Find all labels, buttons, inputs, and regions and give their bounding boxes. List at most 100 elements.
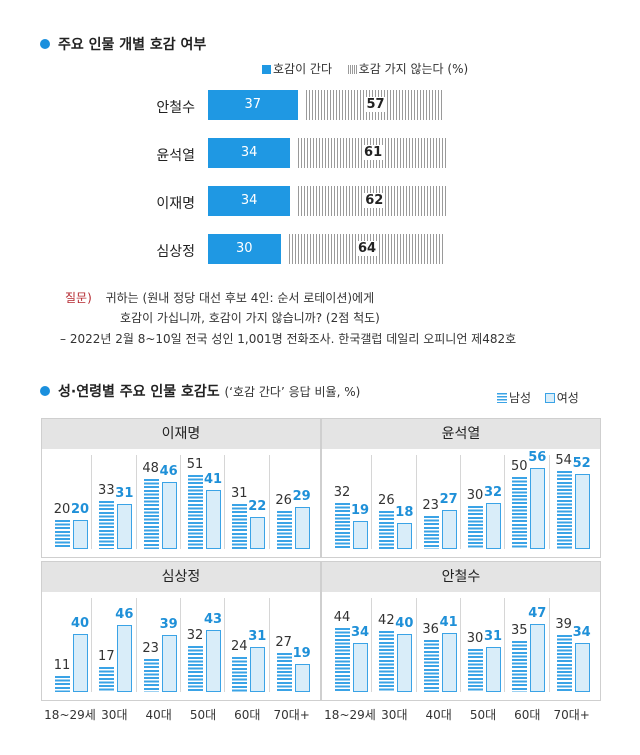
male-bar — [423, 639, 439, 692]
group-divider — [548, 455, 550, 549]
male-bar — [143, 658, 159, 692]
group-divider — [371, 455, 373, 549]
male-value-label: 51 — [186, 457, 204, 473]
age-group-label: 70대+ — [273, 708, 310, 722]
female-value-label: 22 — [248, 499, 267, 515]
panel-title: 윤석열 — [322, 419, 600, 449]
male-bar — [512, 476, 528, 549]
section2-title-text: 성·연령별 주요 인물 호감도 — [58, 384, 220, 400]
bullet-dot-icon — [40, 39, 50, 49]
female-bar — [530, 623, 546, 692]
section2-title: 성·연령별 주요 인물 호감도 (‘호감 간다’ 응답 비율, %) — [40, 381, 360, 401]
female-value-label: 32 — [483, 484, 503, 500]
group-divider — [371, 598, 373, 692]
male-bar — [55, 676, 70, 692]
female-value-label: 40 — [395, 616, 414, 631]
female-bar — [250, 647, 266, 692]
female-bar — [530, 467, 546, 549]
male-bar — [276, 511, 292, 549]
male-value-label: 42 — [378, 613, 395, 629]
bar-favorable: 34 — [208, 186, 291, 216]
male-value-label: 26 — [378, 493, 395, 509]
female-value-label: 31 — [248, 629, 267, 645]
male-bar — [232, 504, 248, 549]
bar-unfavorable-value: 62 — [363, 193, 386, 208]
female-bar — [574, 642, 590, 692]
male-bar — [467, 505, 483, 549]
age-group-label: 30대 — [101, 708, 128, 722]
male-bar — [556, 635, 572, 692]
group-divider — [91, 598, 93, 692]
male-bar — [379, 511, 395, 549]
male-bar — [467, 648, 483, 692]
female-value-label: 19 — [350, 503, 370, 519]
male-bar — [276, 652, 292, 692]
female-value-label: 34 — [350, 624, 370, 640]
male-value-label: 24 — [231, 639, 248, 655]
male-bar — [335, 628, 350, 692]
group-divider — [91, 455, 93, 549]
panel-1: 이재명 20 20 33 31 48 46 51 41 31 22 26 29 — [41, 418, 321, 558]
female-bar — [574, 473, 590, 549]
panel-title: 이재명 — [42, 419, 320, 449]
male-value-label: 32 — [333, 484, 351, 500]
question-line2: 호감이 가십니까, 호감이 가지 않습니까? (2점 척도) — [120, 311, 380, 325]
group-divider — [415, 455, 417, 549]
female-bar — [117, 504, 133, 549]
group-divider — [268, 455, 270, 549]
group-divider — [504, 455, 506, 549]
group-divider — [224, 598, 226, 692]
panel-title: 심상정 — [42, 562, 320, 592]
female-value-label: 41 — [203, 471, 223, 487]
section1-title: 주요 인물 개별 호감 여부 — [40, 34, 206, 54]
bar-favorable: 30 — [208, 234, 281, 264]
section2-subtitle: (‘호감 간다’ 응답 비율, %) — [224, 385, 361, 399]
male-bar — [99, 501, 115, 549]
male-value-label: 39 — [555, 617, 572, 633]
male-bar — [55, 520, 70, 549]
female-bar — [205, 489, 221, 549]
age-group-label: 40대 — [425, 708, 452, 722]
legend-male-swatch-icon — [497, 393, 507, 403]
male-bar — [187, 475, 203, 549]
male-bar — [143, 479, 159, 549]
person-label: 이재명 — [156, 196, 195, 212]
male-value-label: 33 — [98, 483, 115, 499]
legend-female-label: 여성 — [556, 391, 579, 405]
male-value-label: 23 — [142, 640, 159, 656]
male-value-label: 44 — [333, 610, 351, 626]
female-bar — [294, 506, 310, 549]
male-value-label: 31 — [231, 486, 248, 502]
age-group-label: 50대 — [469, 708, 497, 722]
female-bar — [353, 642, 368, 692]
person-label: 윤석열 — [156, 148, 195, 164]
question-note: 질문) 귀하는 (원내 정당 대선 후보 4인: 순서 로테이션)에게 — [65, 289, 374, 306]
female-value-label: 40 — [70, 616, 90, 631]
age-group-label: 18~29세 — [44, 708, 96, 722]
group-divider — [224, 455, 226, 549]
male-value-label: 17 — [98, 649, 115, 665]
age-group-label: 50대 — [189, 708, 217, 722]
female-value-label: 52 — [572, 455, 591, 471]
bullet-dot-icon — [40, 386, 50, 396]
legend-yes-swatch-icon — [262, 65, 271, 74]
legend-male-label: 남성 — [509, 391, 532, 405]
female-value-label: 18 — [395, 504, 414, 520]
female-value-label: 46 — [159, 464, 178, 480]
male-value-label: 54 — [555, 452, 572, 468]
group-divider — [459, 455, 461, 549]
male-value-label: 50 — [511, 458, 528, 474]
male-value-label: 48 — [142, 461, 159, 477]
female-value-label: 20 — [70, 502, 90, 517]
female-bar — [117, 625, 133, 692]
female-bar — [73, 520, 88, 549]
group-divider — [504, 598, 506, 692]
male-bar — [99, 667, 115, 692]
female-bar — [485, 647, 501, 692]
female-bar — [73, 634, 88, 692]
bar-favorable: 37 — [208, 90, 298, 120]
group-divider — [459, 598, 461, 692]
male-bar — [423, 515, 439, 549]
person-label: 심상정 — [156, 244, 195, 260]
male-value-label: 27 — [275, 634, 292, 650]
